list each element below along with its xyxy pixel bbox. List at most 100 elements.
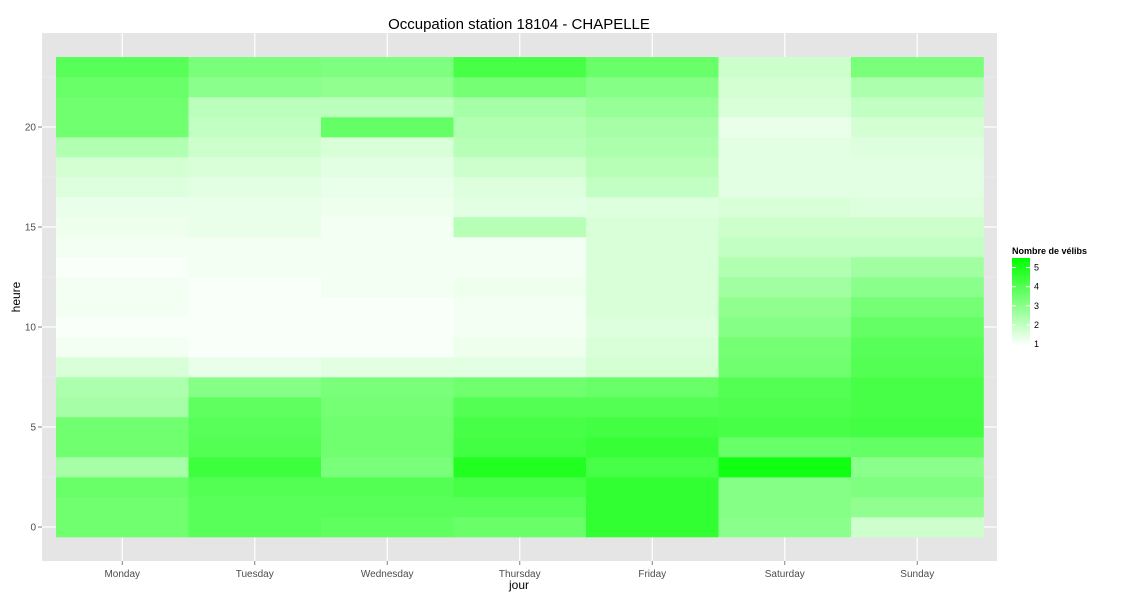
heatmap-tile [56,177,189,198]
heatmap-tile [56,237,189,258]
heatmap-tile [453,377,587,398]
heatmap-tile [188,397,322,418]
heatmap-tile [586,257,719,278]
x-axis-title: jour [508,578,529,592]
legend-tick-label: 5 [1034,263,1039,273]
heatmap-tile [56,137,189,158]
heatmap-tile [56,397,189,418]
heatmap-tile [453,237,587,258]
y-tick-label: 15 [25,223,37,234]
heatmap-tile [188,497,322,518]
heatmap-tile [718,297,852,318]
heatmap-tile [188,217,322,238]
heatmap-tile [851,297,984,318]
heatmap-tile [851,237,984,258]
heatmap-tile [321,297,454,318]
heatmap-tile [188,437,322,458]
heatmap-tile [586,137,719,158]
heatmap-tile [586,497,719,518]
heatmap-tile [718,217,852,238]
heatmap-tile [56,437,189,458]
heatmap-tile [321,237,454,258]
heatmap-tile [453,497,587,518]
heatmap-tile [188,97,322,118]
heatmap-tile [56,517,189,538]
heatmap-tile [453,217,587,238]
heatmap-tile [586,317,719,338]
heatmap-tile [321,437,454,458]
heatmap-tile [851,357,984,378]
heatmap-tile [453,97,587,118]
heatmap-tile [321,417,454,438]
heatmap-tile [188,337,322,358]
y-axis-ticks: 0 5 10 15 20 [25,123,42,534]
heatmap-tile [188,277,322,298]
heatmap-tile [188,417,322,438]
y-tick-label: 20 [25,123,37,134]
heatmap-tile [321,97,454,118]
heatmap-tile [586,377,719,398]
heatmap-tile [453,457,587,478]
heatmap-tile [188,297,322,318]
heatmap-tile [188,357,322,378]
heatmap-tile [586,417,719,438]
heatmap-tile [321,177,454,198]
heatmap-tile [851,57,984,78]
heatmap-tile [851,477,984,498]
heatmap-tile [321,77,454,98]
heatmap-tile [321,377,454,398]
heatmap-tile [188,237,322,258]
heatmap-tile [453,417,587,438]
heatmap-tile [453,277,587,298]
heatmap-tile [851,457,984,478]
y-tick-label: 10 [25,323,37,334]
heatmap-tile [718,357,852,378]
heatmap-tile [56,417,189,438]
heatmap-tile [851,117,984,138]
heatmap-tile [718,377,852,398]
heatmap-tile [851,157,984,178]
heatmap-tile [321,197,454,218]
heatmap-tile [718,497,852,518]
heatmap-tile [718,157,852,178]
heatmap-tile [851,437,984,458]
heatmap-tile [851,137,984,158]
heatmap-tile [586,437,719,458]
heatmap-tile [586,237,719,258]
heatmap-tiles [56,57,984,538]
heatmap-tile [718,517,852,538]
legend-tick-label: 1 [1034,339,1039,349]
heatmap-tile [453,117,587,138]
heatmap-tile [188,457,322,478]
x-tick-label: Monday [104,569,140,580]
heatmap-tile [453,257,587,278]
x-tick-label: Wednesday [361,569,414,580]
x-tick-label: Saturday [765,569,805,580]
heatmap-tile [56,97,189,118]
heatmap-tile [851,257,984,278]
heatmap-tile [718,97,852,118]
heatmap-tile [321,57,454,78]
legend-tick-label: 4 [1034,282,1039,292]
heatmap-tile [718,77,852,98]
legend-colorbar [1012,258,1030,346]
heatmap-tile [718,237,852,258]
heatmap-tile [56,257,189,278]
heatmap-tile [718,437,852,458]
heatmap-tile [453,337,587,358]
heatmap-tile [56,197,189,218]
y-tick-label: 0 [30,523,36,534]
legend-title: Nombre de vélibs [1012,246,1087,256]
heatmap-tile [718,417,852,438]
heatmap-tile [56,457,189,478]
color-legend: Nombre de vélibs 1 2 3 4 5 [1012,246,1087,349]
heatmap-tile [321,317,454,338]
heatmap-tile [321,517,454,538]
heatmap-tile [851,497,984,518]
heatmap-tile [586,397,719,418]
heatmap-tile [586,457,719,478]
heatmap-tile [586,477,719,498]
heatmap-tile [851,397,984,418]
heatmap-tile [586,157,719,178]
